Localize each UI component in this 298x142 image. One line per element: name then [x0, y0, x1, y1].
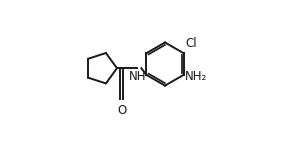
Text: NH: NH	[128, 70, 146, 83]
Text: O: O	[117, 104, 126, 117]
Text: Cl: Cl	[185, 37, 197, 50]
Text: NH₂: NH₂	[185, 70, 208, 83]
